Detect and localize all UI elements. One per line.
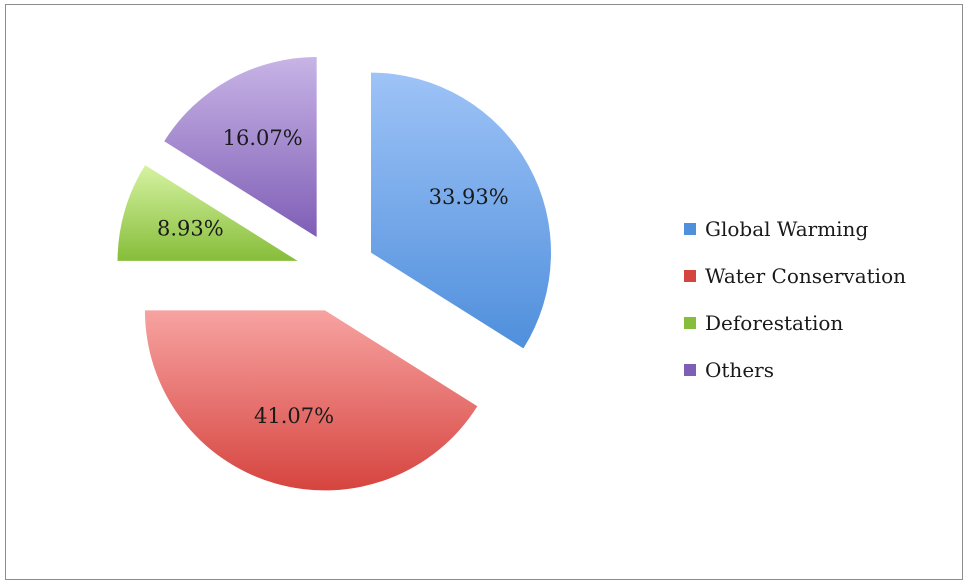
slice-label-deforestation: 8.93% — [157, 217, 224, 241]
slice-label-others: 16.07% — [223, 126, 303, 150]
legend-swatch-others — [684, 363, 696, 376]
legend-label: Deforestation — [705, 310, 844, 335]
pie-slice-global-warming — [371, 72, 552, 349]
legend-swatch-deforestation — [684, 316, 696, 329]
pie-slice-water-conservation — [144, 310, 478, 491]
slice-label-global-warming: 33.93% — [429, 185, 509, 209]
pie-slices — [117, 56, 552, 491]
pie-slice-deforestation — [117, 165, 298, 261]
pie-slice-others — [164, 56, 317, 237]
pie-slice-labels: 33.93% 41.07% 8.93% 16.07% — [157, 126, 509, 428]
legend-label: Global Warming — [705, 216, 869, 241]
slice-label-water-conservation: 41.07% — [254, 404, 334, 428]
legend-label: Others — [705, 357, 774, 382]
legend-item-global-warming: Global Warming — [684, 205, 906, 252]
legend-label: Water Conservation — [705, 263, 906, 288]
legend-swatch-water-conservation — [684, 269, 696, 282]
legend-item-water-conservation: Water Conservation — [684, 252, 906, 299]
legend: Global Warming Water Conservation Defore… — [684, 205, 906, 393]
legend-swatch-global-warming — [684, 222, 696, 235]
legend-item-deforestation: Deforestation — [684, 299, 906, 346]
legend-item-others: Others — [684, 346, 906, 393]
